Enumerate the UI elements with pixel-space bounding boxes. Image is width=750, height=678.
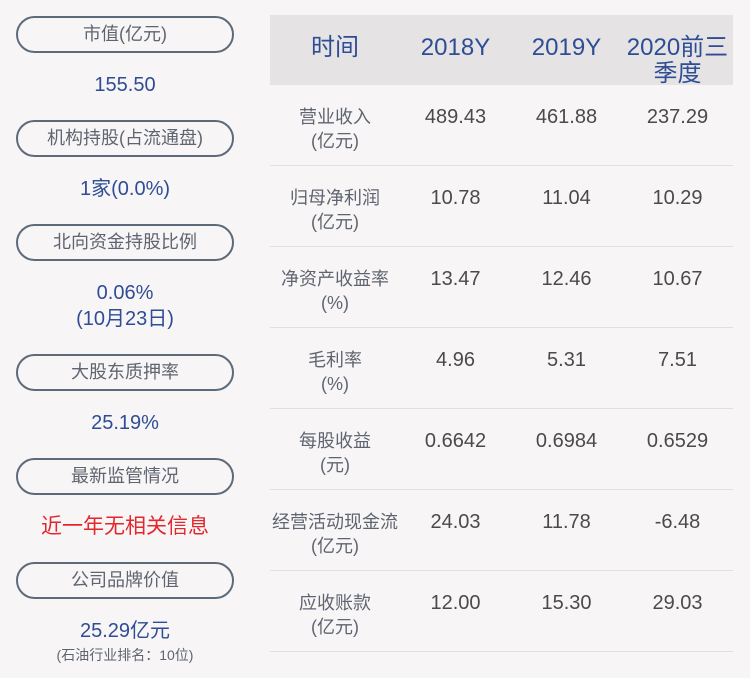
cell: 11.78	[542, 511, 591, 533]
label-institutional-holding: 机构持股(占流通盘)	[16, 120, 234, 157]
cell: 0.6984	[535, 430, 598, 452]
label-pledge-ratio: 大股东质押率	[16, 354, 234, 391]
header-2020q3: 2020前三季度	[626, 34, 729, 87]
table-row: 营业收入 (亿元) 489.43 461.88 237.29	[270, 85, 733, 166]
cell: 12.46	[541, 268, 592, 290]
value-regulatory-status: 近一年无相关信息	[41, 515, 209, 538]
table-row: 归母净利润 (亿元) 10.78 11.04 10.29	[270, 166, 733, 247]
table-header: 时间 2018Y 2019Y 2020前三季度	[270, 15, 733, 87]
left-panel: 市值(亿元) 155.50 机构持股(占流通盘) 1家(0.0%) 北向资金持股…	[0, 0, 250, 678]
label-brand-value: 公司品牌价值	[16, 562, 234, 599]
cell: 0.6642	[424, 430, 487, 452]
label-regulatory-status: 最新监管情况	[16, 458, 234, 495]
cell: 29.03	[652, 592, 703, 614]
cell: 489.43	[424, 106, 487, 128]
table-row: 净资产收益率 (%) 13.47 12.46 10.67	[270, 247, 733, 328]
cell: 237.29	[646, 106, 709, 128]
table-row: 经营活动现金流 (亿元) 24.03 11.78 -6.48	[270, 490, 733, 571]
value-institutional-holding: 1家(0.0%)	[79, 178, 171, 200]
row-label: 经营活动现金流 (亿元)	[272, 512, 398, 556]
row-label: 归母净利润 (亿元)	[290, 188, 380, 232]
row-label: 营业收入 (亿元)	[299, 107, 371, 151]
cell: 5.31	[547, 349, 586, 371]
row-label: 毛利率 (%)	[308, 350, 362, 394]
cell: 0.6529	[646, 430, 709, 452]
label-market-cap: 市值(亿元)	[16, 16, 234, 53]
brand-rank-note: (石油行业排名：10位)	[56, 647, 194, 663]
value-pledge-ratio: 25.19%	[91, 412, 159, 434]
label-northbound-holding: 北向资金持股比例	[16, 224, 234, 261]
table-row: 毛利率 (%) 4.96 5.31 7.51	[270, 328, 733, 409]
table-row: 应收账款 (亿元) 12.00 15.30 29.03	[270, 571, 733, 652]
cell: 11.04	[542, 187, 591, 209]
cell: 24.03	[430, 511, 481, 533]
cell: -6.48	[654, 511, 701, 533]
value-market-cap: 155.50	[94, 74, 156, 96]
row-label: 每股收益 (元)	[299, 431, 371, 475]
header-2019: 2019Y	[531, 34, 602, 61]
cell: 461.88	[535, 106, 598, 128]
cell: 7.51	[658, 349, 697, 371]
cell: 10.67	[652, 268, 703, 290]
row-label: 净资产收益率 (%)	[281, 269, 389, 313]
header-time: 时间	[311, 34, 359, 61]
row-label: 应收账款 (亿元)	[299, 593, 371, 637]
value-northbound-holding: 0.06%	[96, 282, 154, 304]
financial-table: 时间 2018Y 2019Y 2020前三季度 营业收入 (亿元) 489.43 …	[270, 15, 733, 652]
cell: 4.96	[436, 349, 475, 371]
cell: 15.30	[541, 592, 592, 614]
value-northbound-date: (10月23日)	[76, 308, 174, 330]
cell: 13.47	[430, 268, 481, 290]
cell: 12.00	[430, 592, 481, 614]
value-brand-value: 25.29亿元	[79, 620, 171, 642]
cell: 10.29	[652, 187, 703, 209]
table-row: 每股收益 (元) 0.6642 0.6984 0.6529	[270, 409, 733, 490]
cell: 10.78	[430, 187, 481, 209]
header-2018: 2018Y	[420, 34, 491, 61]
